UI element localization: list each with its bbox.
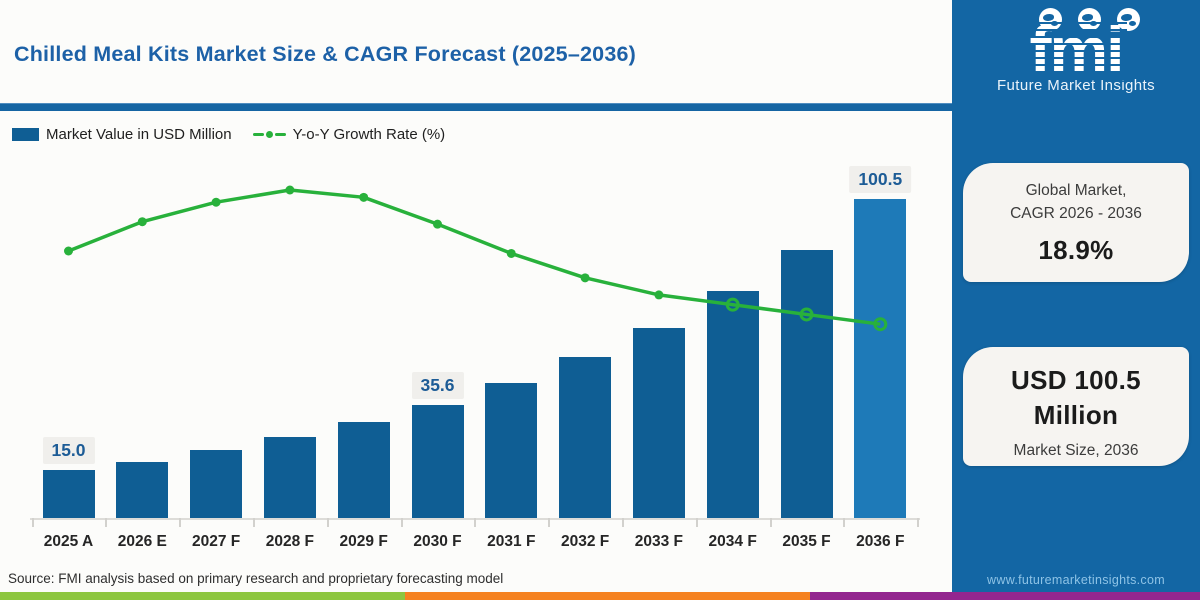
x-axis-label: 2034 F [708,533,757,550]
stripe-purple [810,592,1200,600]
x-axis-label: 2035 F [782,533,831,550]
cagr-card: Global Market, CAGR 2026 - 2036 18.9% [963,163,1189,282]
axis-tick [253,518,255,527]
line-marker [654,290,664,300]
stripe-orange [405,592,810,600]
x-axis-label: 2028 F [265,533,315,550]
axis-tick [695,518,698,527]
line-marker [285,185,295,195]
x-axis-label: 2026 E [117,533,167,550]
x-axis-label: 2033 F [634,533,684,550]
bar-value-label: 35.6 [411,372,464,399]
axis-tick [548,518,551,527]
cagr-card-line2: CAGR 2026 - 2036 [1010,205,1142,223]
axis-tick [769,518,772,527]
bar-2035-f [780,250,833,518]
line-marker [433,219,442,229]
axis-tick [179,518,182,527]
bar-2032-f [559,357,612,518]
axis-tick [105,518,108,527]
market-size-caption: Market Size, 2036 [1013,442,1139,460]
chart-panel: Chilled Meal Kits Market Size & CAGR For… [0,42,952,586]
website-link[interactable]: www.futuremarketinsights.com [987,573,1165,587]
market-size-card: USD 100.5 Million Market Size, 2036 [963,347,1189,466]
bar-2026-e [116,461,169,518]
x-axis-label: 2027 F [191,533,241,550]
bar-2029-f [337,422,390,518]
line-marker [137,217,147,227]
source-note: Source: FMI analysis based on primary re… [8,571,504,586]
footer-stripe [0,592,1200,600]
axis-tick [474,518,477,527]
bar-value-label: 100.5 [849,166,912,193]
fmi-logo: fmi Future Market Insights [952,6,1200,94]
axis-tick [917,518,920,527]
bar-2036-f [854,199,907,518]
market-size-value: USD 100.5 Million [1011,365,1141,431]
stripe-green [0,592,405,600]
x-axis-label: 2031 F [487,533,536,550]
axis-tick [400,518,403,527]
x-axis-label: 2036 F [856,533,905,550]
bar-value-label: 15.0 [42,437,95,465]
x-axis-label: 2029 F [339,533,388,550]
bar-2031-f [485,383,538,518]
x-axis-label: 2025 A [43,533,94,550]
header-divider [0,103,952,111]
bar-2028-f [263,437,316,518]
chart-legend: Market Value in USD Million Y-o-Y Growth… [12,126,445,143]
bar-2034-f [706,291,759,518]
cagr-value: 18.9% [1038,234,1114,265]
bar-2030-f [411,405,464,518]
bar-2033-f [632,328,685,518]
line-marker [506,248,516,258]
axis-tick [622,518,624,527]
bar-2025-a [42,470,95,518]
axis-tick [31,518,34,527]
line-marker [580,273,590,283]
line-series-icon [252,131,286,138]
x-axis-label: 2032 F [560,533,610,550]
sidebar: fmi Future Market Insights Global Market… [952,0,1200,600]
line-marker [64,246,73,256]
cagr-card-line1: Global Market, [1025,182,1127,199]
bar-series-swatch [12,128,39,141]
axis-tick [843,518,846,527]
line-marker [359,192,369,202]
line-marker [211,197,221,207]
x-axis-label: 2030 F [413,533,462,550]
logo-wordmark: fmi [1025,17,1127,83]
axis-tick [326,518,329,527]
bar-2027-f [190,450,243,518]
page-title: Chilled Meal Kits Market Size & CAGR For… [14,42,636,66]
bar-series-label: Market Value in USD Million [46,126,232,143]
line-series-label: Y-o-Y Growth Rate (%) [292,126,446,143]
